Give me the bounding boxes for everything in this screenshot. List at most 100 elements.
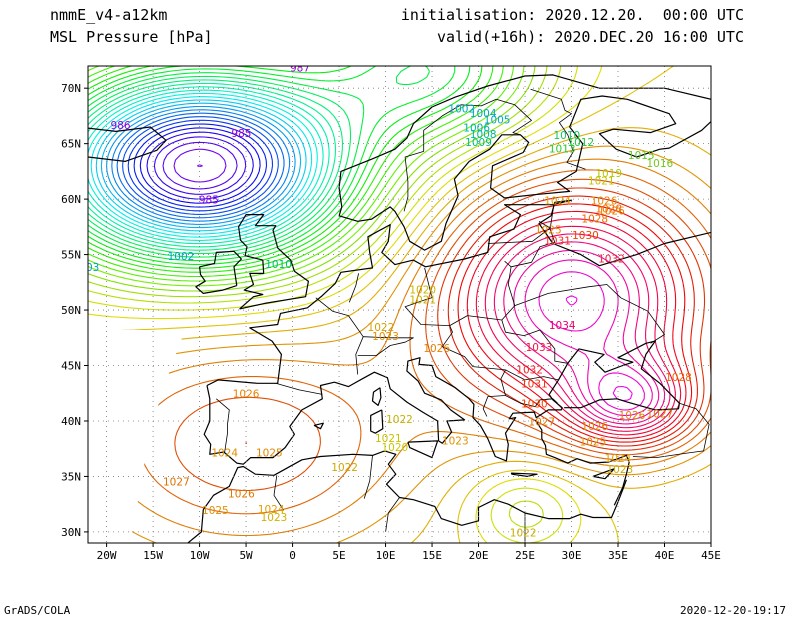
contour-label: 1009 [465, 137, 492, 149]
lat-tick-label: 70N [61, 82, 81, 95]
lon-tick-label: 0 [289, 549, 296, 562]
contour-label: 1030 [521, 399, 548, 411]
isobar-986 [162, 141, 238, 190]
lon-tick-label: 45E [701, 549, 721, 562]
init-value: 2020.12.20. 00:00 UTC [545, 6, 744, 24]
plot-frame [87, 65, 712, 544]
country-border [501, 319, 568, 364]
contour-label: 985 [199, 195, 219, 207]
coast-sicily [407, 440, 439, 459]
isobar-1004 [88, 75, 352, 255]
country-border [403, 98, 532, 212]
lon-tick-label: 15E [422, 549, 442, 562]
contour-label: 1021 [588, 176, 615, 188]
isobar-997 [95, 99, 307, 232]
lat-tick-label: 50N [61, 304, 81, 317]
country-border [505, 369, 559, 381]
coast-cyprus [592, 468, 615, 480]
lat-tick-label: 35N [61, 470, 81, 483]
lon-tick-label: 40E [655, 549, 675, 562]
coast-crete [510, 472, 538, 477]
contour-label: 1026 [619, 410, 646, 422]
contour-label: 1015 [628, 150, 655, 162]
coast-mallorca [313, 422, 324, 430]
contour-label: 1019 [595, 168, 622, 180]
software-credit: GrADS/COLA [4, 604, 71, 617]
contour-label: 1002 [168, 251, 195, 263]
isobar-991 [127, 119, 274, 212]
field-name: MSL Pressure [hPa] [50, 28, 213, 46]
country-border [530, 88, 586, 170]
outside-domain [88, 330, 185, 543]
contour-label: 1010 [554, 130, 581, 142]
isobar-1029 [484, 225, 676, 432]
isobar-996 [100, 102, 302, 229]
contour-label: 1026 [233, 389, 260, 401]
isobar-1001 [88, 86, 330, 245]
contour-label: 1012 [567, 137, 594, 149]
contour-label: 1025 [580, 436, 607, 448]
isobar-1009 [88, 66, 494, 273]
contour-label: 1025 [202, 505, 229, 517]
contour-label: 1020 [381, 442, 408, 454]
lon-tick-label: 10E [376, 549, 396, 562]
valid-value: 2020.DEC.20 16:00 UTC [554, 28, 744, 46]
contour-label: 1020 [409, 284, 436, 296]
contour-label: 1031 [544, 236, 571, 248]
country-border [511, 204, 556, 268]
coastlines [88, 74, 711, 543]
lon-tick-label: 5W [239, 549, 253, 562]
lat-tick-label: 45N [61, 360, 81, 373]
isobar-1002 [88, 82, 337, 248]
contour-label: 985 [231, 128, 251, 140]
isobar-1033 [524, 259, 653, 417]
lat-tick-label: 65N [61, 138, 81, 151]
contour-label: 1032 [598, 253, 625, 265]
contour-label: 1031 [521, 379, 548, 391]
country-border [216, 398, 230, 453]
contour-label: 1026 [581, 421, 608, 433]
lon-tick-label: 30E [562, 549, 582, 562]
isobar-990 [133, 123, 268, 208]
country-border [315, 297, 364, 375]
contour-label: 1002 [448, 104, 475, 116]
lon-tick-label: 20E [469, 549, 489, 562]
country-border [357, 336, 414, 356]
coast-iceland [88, 126, 167, 162]
contour-label: 1033 [526, 342, 553, 354]
country-border [275, 382, 323, 395]
isobar-989 [139, 127, 261, 204]
contour-label: 1027 [646, 409, 673, 421]
contour-label: 1030 [572, 230, 599, 242]
country-border [385, 497, 400, 532]
initialisation-line: initialisation: 2020.12.20. 00:00 UTC [401, 6, 744, 24]
contour-label: 1026 [228, 489, 255, 501]
country-border [539, 398, 558, 404]
country-border [514, 284, 665, 344]
isobar-987 [153, 136, 247, 195]
isobar-1027 [466, 210, 687, 439]
isobar-1015 [88, 66, 562, 528]
contour-label: 1034 [549, 320, 576, 332]
isobar-1008 [88, 66, 483, 269]
isobar-999 [88, 92, 318, 238]
isobar-1014 [88, 66, 548, 298]
contour-label: 1028 [581, 213, 608, 225]
contour-label: 1022 [331, 462, 358, 474]
axis-ticks: 20W 15W 10W 5W 0 5E 10E 15E 20E 25E 30E 35E 40E 45E 30… [61, 82, 721, 562]
isobar-1026 [457, 203, 693, 443]
isobar-1013 [88, 66, 536, 292]
lon-tick-label: 10W [190, 549, 210, 562]
lat-tick-label: 40N [61, 415, 81, 428]
contour-label: 1013 [549, 144, 576, 156]
contour-label: 1024 [258, 504, 285, 516]
lon-tick-label: 15W [143, 549, 163, 562]
contour-label: 1023 [607, 464, 634, 476]
render-timestamp: 2020-12-20-19:17 [680, 604, 786, 617]
coast-corsica [371, 387, 382, 406]
contour-label: 1026 [598, 206, 625, 218]
country-border [348, 273, 359, 303]
coast-britain [238, 214, 309, 310]
contour-label: 1022 [368, 322, 395, 334]
contour-label: 1026 [423, 343, 450, 355]
